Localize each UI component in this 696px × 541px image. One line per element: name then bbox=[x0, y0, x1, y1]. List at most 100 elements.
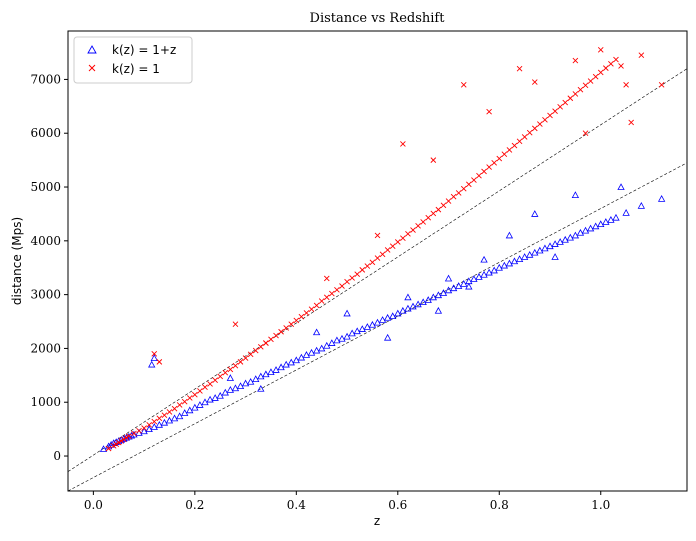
data-point bbox=[470, 275, 478, 282]
data-point bbox=[415, 222, 421, 229]
data-point bbox=[262, 370, 270, 378]
data-point bbox=[313, 302, 320, 309]
data-point bbox=[628, 119, 635, 126]
data-point bbox=[123, 434, 130, 441]
data-point bbox=[587, 78, 594, 84]
data-point bbox=[242, 355, 249, 361]
data-point bbox=[217, 373, 224, 380]
legend-label-series-2: k(z) = 1 bbox=[112, 62, 160, 76]
data-point bbox=[207, 381, 213, 387]
data-point bbox=[394, 309, 402, 317]
data-point bbox=[607, 216, 615, 223]
data-point bbox=[156, 415, 163, 422]
y-tick-label: 0 bbox=[53, 449, 61, 463]
data-point bbox=[658, 81, 665, 88]
data-point bbox=[536, 246, 544, 254]
data-point bbox=[272, 366, 280, 373]
data-point bbox=[140, 427, 148, 435]
data-point bbox=[638, 52, 645, 59]
data-point bbox=[156, 359, 163, 365]
data-point bbox=[476, 172, 482, 179]
data-point bbox=[435, 206, 442, 213]
data-point bbox=[186, 406, 194, 414]
y-tick-label: 4000 bbox=[30, 234, 61, 248]
data-point bbox=[541, 244, 549, 252]
data-point bbox=[354, 271, 361, 277]
data-point bbox=[460, 185, 467, 192]
data-point bbox=[577, 86, 584, 93]
data-point bbox=[236, 382, 245, 389]
data-point bbox=[374, 232, 381, 239]
data-point bbox=[531, 248, 539, 256]
data-point bbox=[430, 210, 437, 217]
plot-area bbox=[68, 47, 687, 491]
data-point bbox=[287, 358, 295, 366]
data-point bbox=[556, 238, 564, 245]
data-point bbox=[586, 224, 595, 232]
data-point bbox=[191, 403, 199, 411]
data-point bbox=[252, 347, 259, 354]
data-point bbox=[343, 332, 351, 340]
data-point bbox=[368, 320, 377, 328]
data-point bbox=[323, 341, 331, 349]
data-point bbox=[425, 214, 432, 221]
y-tick-label: 7000 bbox=[30, 72, 61, 86]
data-point bbox=[434, 306, 443, 314]
data-point bbox=[166, 409, 173, 415]
data-point bbox=[439, 289, 448, 296]
y-tick-label: 5000 bbox=[30, 180, 61, 194]
data-point bbox=[241, 379, 250, 387]
data-point bbox=[293, 317, 300, 324]
data-point bbox=[247, 351, 254, 358]
data-point bbox=[455, 190, 462, 196]
data-point bbox=[537, 121, 543, 127]
data-point bbox=[115, 439, 122, 446]
plot-marks bbox=[68, 47, 687, 491]
y-tick-label: 2000 bbox=[30, 341, 61, 355]
data-point bbox=[612, 213, 620, 221]
data-point bbox=[623, 81, 629, 88]
data-point bbox=[410, 227, 416, 233]
data-point bbox=[430, 157, 437, 163]
data-point bbox=[557, 104, 563, 110]
x-tick-label: 1.0 bbox=[591, 498, 610, 512]
data-point bbox=[364, 263, 371, 269]
data-point bbox=[328, 339, 336, 346]
data-point bbox=[232, 362, 239, 369]
data-point bbox=[429, 293, 437, 301]
data-point bbox=[268, 336, 274, 343]
data-point bbox=[444, 286, 453, 294]
data-point bbox=[165, 416, 174, 424]
data-point bbox=[547, 112, 553, 119]
data-point bbox=[552, 108, 558, 114]
y-tick-label: 1000 bbox=[30, 395, 61, 409]
data-point bbox=[99, 445, 108, 452]
data-point bbox=[212, 377, 218, 383]
data-point bbox=[150, 354, 158, 362]
data-point bbox=[414, 300, 422, 308]
data-point bbox=[226, 386, 235, 393]
data-point bbox=[197, 388, 203, 394]
data-point bbox=[334, 286, 340, 293]
data-point bbox=[363, 323, 372, 330]
data-point bbox=[516, 138, 523, 145]
data-point bbox=[486, 164, 492, 170]
data-point bbox=[160, 418, 169, 426]
data-point bbox=[105, 445, 112, 452]
data-point bbox=[349, 275, 355, 281]
data-point bbox=[292, 356, 300, 364]
series-1 bbox=[99, 183, 666, 452]
data-point bbox=[597, 220, 605, 228]
data-point bbox=[520, 253, 529, 260]
data-point bbox=[566, 233, 574, 241]
data-point bbox=[216, 391, 224, 399]
data-point bbox=[170, 414, 179, 422]
legend: k(z) = 1+z k(z) = 1 bbox=[73, 36, 193, 84]
data-point bbox=[211, 394, 219, 401]
data-point bbox=[181, 398, 188, 405]
data-point bbox=[222, 369, 229, 376]
data-point bbox=[141, 425, 147, 431]
data-point bbox=[344, 278, 350, 285]
data-point bbox=[506, 147, 513, 153]
data-point bbox=[481, 168, 487, 175]
